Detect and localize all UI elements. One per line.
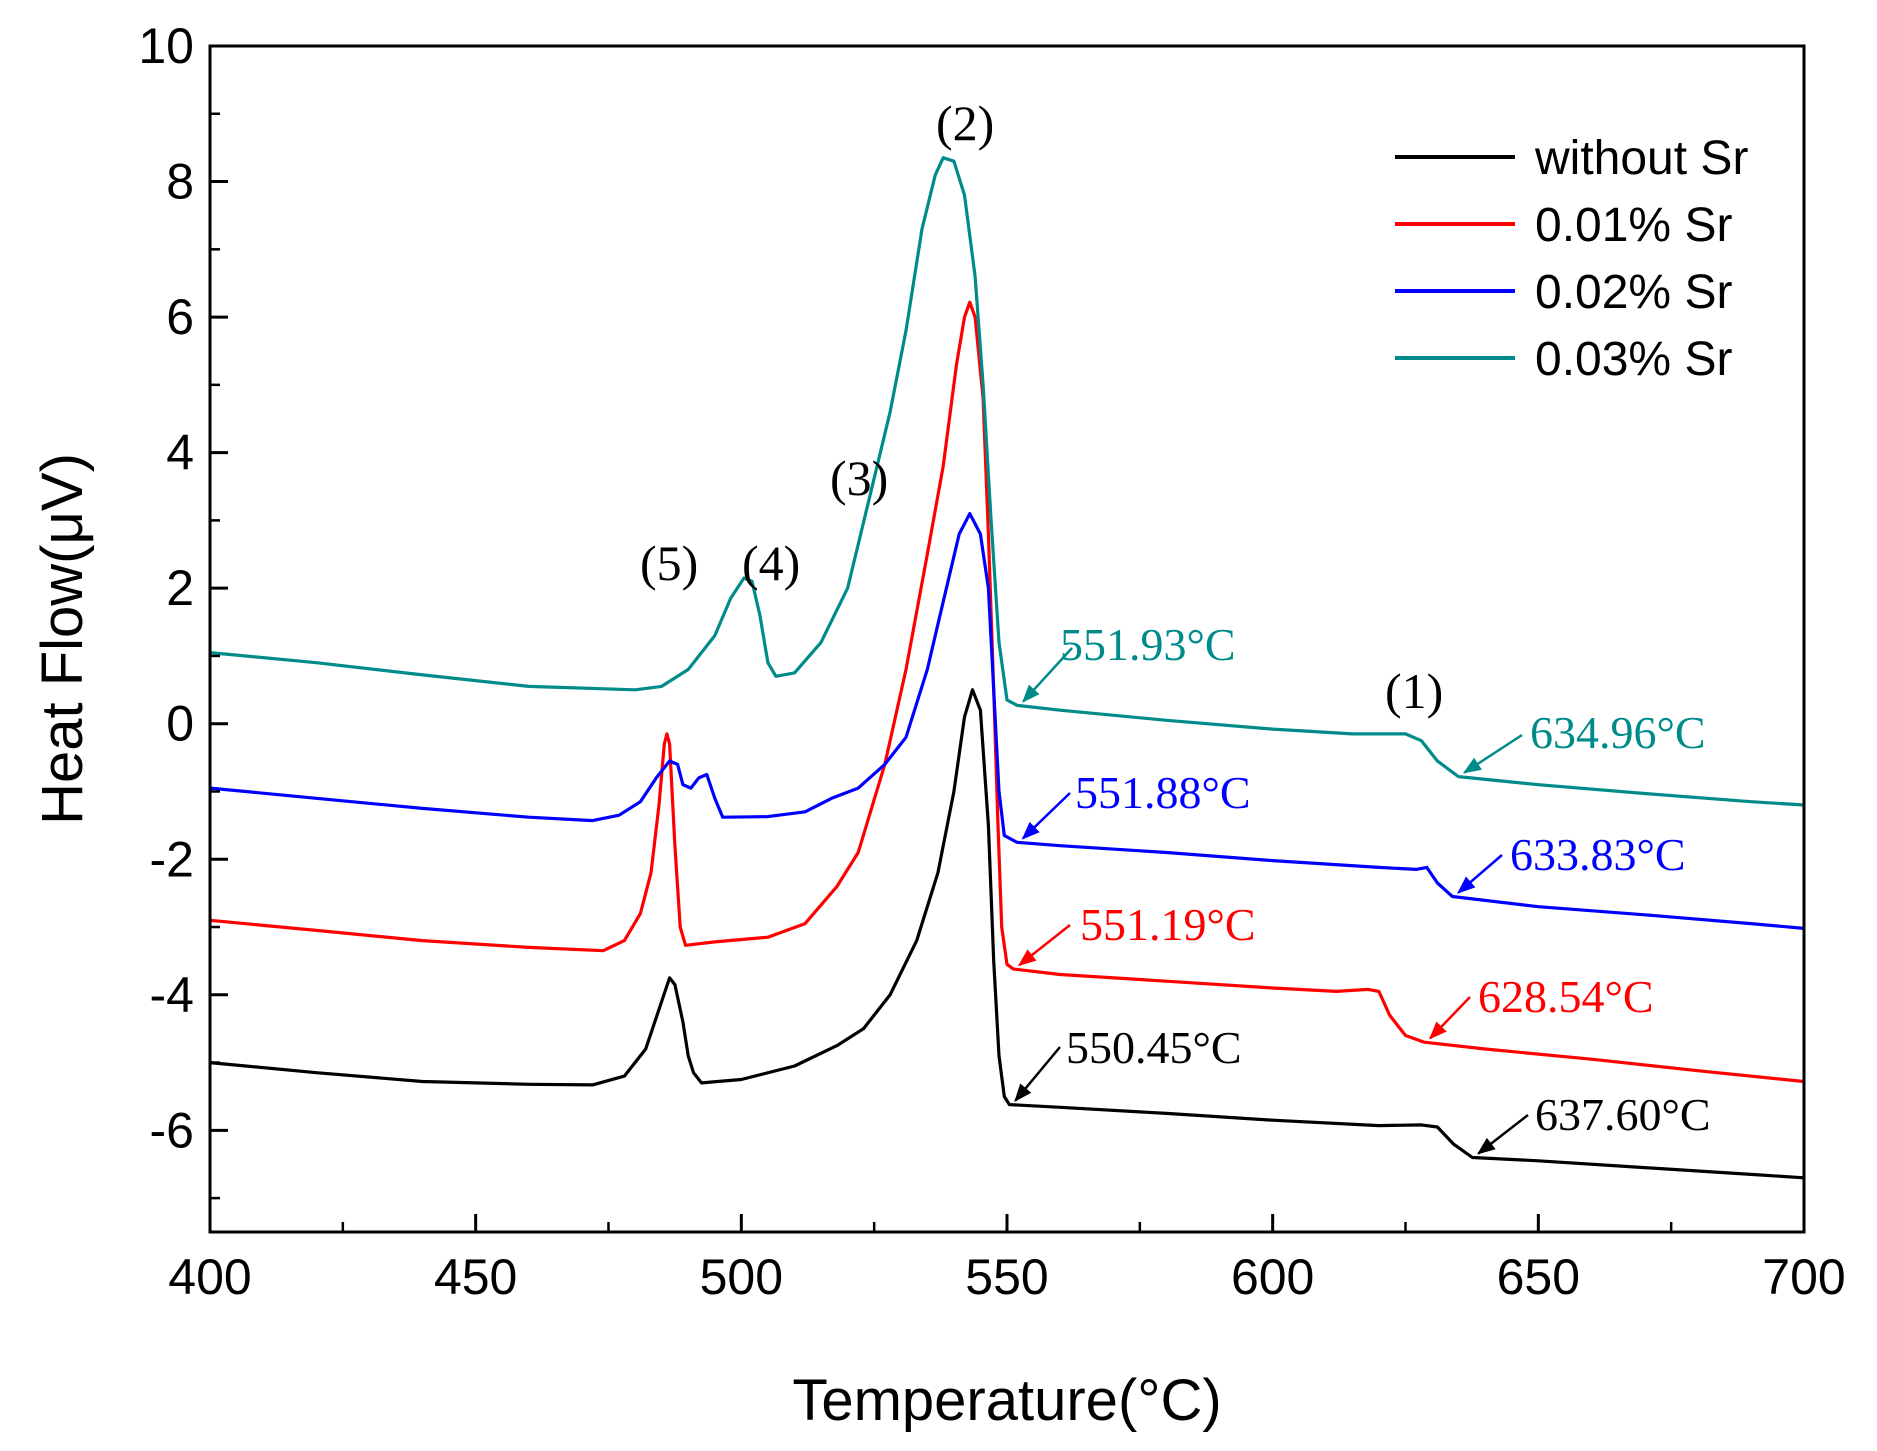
legend: without Sr 0.01% Sr 0.02% Sr 0.03% Sr <box>1395 132 1748 386</box>
y-tick-label: 8 <box>166 154 194 210</box>
annotation-arrow <box>1477 1114 1529 1155</box>
y-tick-label: -6 <box>150 1102 194 1158</box>
x-tick-label: 550 <box>965 1249 1048 1305</box>
annotation-arrow <box>1429 996 1471 1040</box>
y-tick-label: 4 <box>166 425 194 481</box>
peak-label: (3) <box>830 450 888 506</box>
x-axis-title: Temperature(°C) <box>792 1368 1221 1433</box>
series-line-0-02-sr <box>209 511 1805 930</box>
legend-label-0-03-sr: 0.03% Sr <box>1535 333 1732 386</box>
y-tick-label: -4 <box>150 967 194 1023</box>
annotation-arrow <box>1014 1046 1061 1102</box>
annotation-label: 551.88°C <box>1075 767 1251 818</box>
x-tick-label: 500 <box>700 1249 783 1305</box>
peak-label: (4) <box>742 535 800 591</box>
legend-label-0-02-sr: 0.02% Sr <box>1535 266 1732 319</box>
peak-label: (5) <box>640 535 698 591</box>
annotation-label: 551.19°C <box>1080 899 1256 950</box>
peak-label: (2) <box>936 95 994 151</box>
peak-label: (1) <box>1385 663 1443 719</box>
x-tick-label: 450 <box>434 1249 517 1305</box>
y-tick-label: 10 <box>138 18 194 74</box>
y-tick-label: 6 <box>166 289 194 345</box>
legend-label-without-sr: without Sr <box>1534 132 1748 185</box>
annotation-label: 633.83°C <box>1510 829 1686 880</box>
y-tick-label: 0 <box>166 696 194 752</box>
annotation-label: 550.45°C <box>1066 1022 1242 1073</box>
axes-layer: 400 450 500 550 600 650 700 -6 -4 -2 0 2 4 6 8 10 Temper… <box>30 18 1846 1433</box>
y-axis-title: Heat Flow(μV) <box>30 453 95 825</box>
y-tick-label: 2 <box>166 560 194 616</box>
series-line-0-01-sr <box>209 300 1805 1084</box>
annotation-arrow <box>1457 854 1503 894</box>
annotation-arrow <box>1021 792 1071 840</box>
x-tick-label: 650 <box>1497 1249 1580 1305</box>
x-tick-label: 600 <box>1231 1249 1314 1305</box>
legend-label-0-01-sr: 0.01% Sr <box>1535 199 1732 252</box>
series-line-without-sr <box>209 688 1805 1180</box>
x-tick-label: 400 <box>168 1249 251 1305</box>
annotation-label: 637.60°C <box>1535 1089 1711 1140</box>
series-layer <box>209 156 1805 1180</box>
annotation-label: 634.96°C <box>1530 707 1706 758</box>
annotation-arrow <box>1462 733 1523 774</box>
series-line-0-03-sr <box>209 156 1805 807</box>
annotation-label: 628.54°C <box>1478 971 1654 1022</box>
annotation-layer: 551.93°C 634.96°C 551.88°C 633.83°C 551.19°C… <box>640 95 1711 1155</box>
annotation-label: 551.93°C <box>1060 619 1236 670</box>
x-tick-label: 700 <box>1762 1249 1845 1305</box>
y-tick-label: -2 <box>150 831 194 887</box>
annotation-arrow <box>1017 924 1071 967</box>
annotation-arrow <box>1022 647 1073 703</box>
